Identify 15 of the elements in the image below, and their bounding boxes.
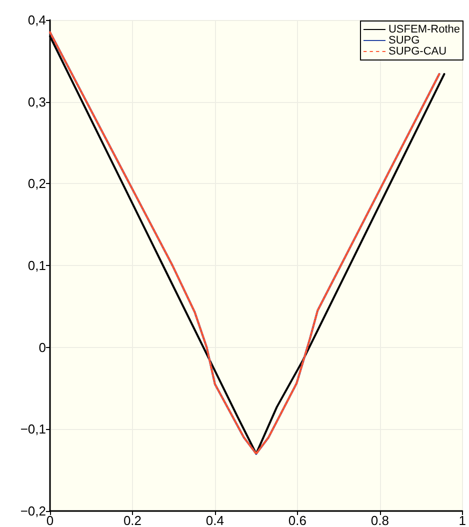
y-tick-label: −0,2	[20, 504, 46, 518]
x-tick-label: 1	[458, 513, 466, 527]
y-tick-label: 0,4	[28, 12, 46, 28]
y-tick-label: 0,1	[28, 258, 46, 273]
legend-label: SUPG-CAU	[388, 46, 447, 58]
x-tick-label: 0.6	[288, 513, 306, 527]
legend-label: USFEM-Rothe	[388, 24, 460, 36]
legend-label: SUPG	[388, 34, 420, 46]
x-tick-label: 0.2	[123, 513, 142, 527]
y-tick-label: 0,2	[28, 176, 46, 192]
y-tick-label: −0,1	[20, 422, 46, 437]
x-tick-label: 0.8	[370, 513, 389, 527]
x-tick-label: 0.4	[206, 513, 224, 527]
y-tick-label: 0,3	[28, 94, 46, 110]
y-tick-label: 0	[38, 340, 46, 355]
